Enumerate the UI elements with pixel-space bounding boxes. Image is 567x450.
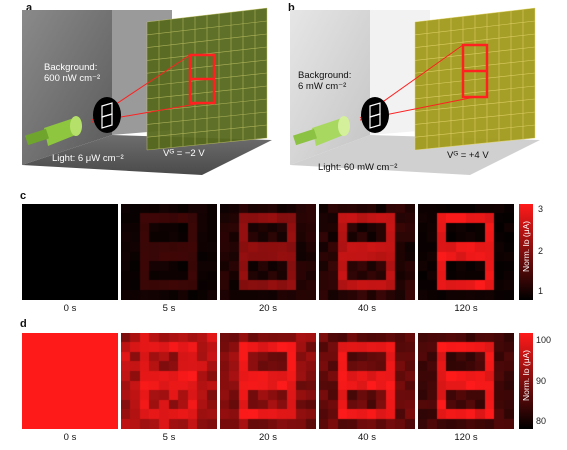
scene-a-illustration: [22, 0, 272, 175]
time-label-c-1: 5 s: [162, 303, 176, 314]
light-label-a: Light: 6 μW cm⁻²: [52, 153, 124, 164]
colorbar-label-c: Norm. Iᴅ (μA): [521, 220, 531, 272]
image-frame-c-1: [121, 204, 217, 300]
image-frame-d-2: [220, 333, 316, 429]
light-label-b: Light: 60 mW cm⁻²: [318, 162, 398, 173]
image-frame-d-1: [121, 333, 217, 429]
panel-letter-d: d: [20, 318, 27, 330]
image-frame-c-3: [319, 204, 415, 300]
colorbar-tick-d-mid: 90: [536, 376, 547, 386]
colorbar-tick-c-bottom: 1: [538, 286, 544, 296]
image-frame-d-0: [22, 333, 118, 429]
torch-icon-a: [24, 116, 82, 146]
colorbar-tick-d-top: 100: [536, 335, 552, 345]
time-label-c-3: 40 s: [358, 303, 376, 314]
panel-letter-a: a: [26, 2, 33, 14]
panel-d-image-row: [22, 333, 514, 429]
time-label-d-0: 0 s: [63, 432, 77, 443]
colorbar-tick-c-top: 3: [538, 204, 544, 214]
time-label-c-4: 120 s: [454, 303, 478, 314]
time-label-c-2: 20 s: [259, 303, 277, 314]
panel-c-image-row: [22, 204, 514, 300]
digit-mask-b: [361, 97, 389, 133]
background-label-b: Background: 6 mW cm⁻²: [298, 70, 352, 92]
panel-letter-b: b: [288, 2, 295, 14]
colorbar-tick-c-mid: 2: [538, 246, 544, 256]
colorbar-tick-d-bottom: 80: [536, 416, 547, 426]
time-label-d-4: 120 s: [454, 432, 478, 443]
time-label-d-3: 40 s: [358, 432, 376, 443]
image-frame-c-4: [418, 204, 514, 300]
image-frame-c-2: [220, 204, 316, 300]
image-frame-d-4: [418, 333, 514, 429]
background-label-a: Background: 600 nW cm⁻²: [44, 62, 101, 84]
colorbar-c: [519, 204, 533, 300]
image-frame-d-3: [319, 333, 415, 429]
time-label-c-0: 0 s: [63, 303, 77, 314]
colorbar-d: [519, 333, 533, 429]
time-label-d-1: 5 s: [162, 432, 176, 443]
panel-letter-c: c: [20, 190, 27, 202]
scene-b-illustration: [290, 0, 540, 175]
gate-voltage-label-b: Vᴳ = +4 V: [447, 150, 489, 161]
torch-icon-b: [292, 116, 350, 146]
time-label-d-2: 20 s: [259, 432, 277, 443]
colorbar-label-d: Norm. Iᴅ (μA): [521, 349, 531, 401]
image-frame-c-0: [22, 204, 118, 300]
gate-voltage-label-a: Vᴳ = −2 V: [163, 148, 205, 159]
digit-mask-a: [93, 97, 121, 133]
